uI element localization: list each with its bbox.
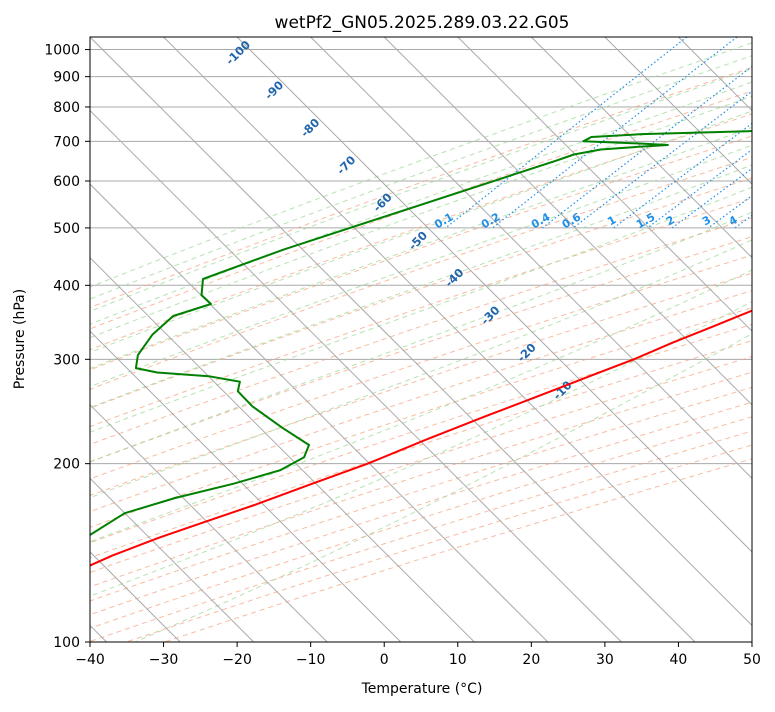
y-tick-label: 800 bbox=[53, 100, 80, 116]
y-tick-label: 500 bbox=[53, 221, 80, 237]
x-tick-label: −10 bbox=[296, 652, 326, 668]
y-tick-label: 600 bbox=[53, 174, 80, 190]
x-tick-label: 30 bbox=[596, 652, 614, 668]
x-tick-label: −30 bbox=[149, 652, 179, 668]
y-tick-label: 900 bbox=[53, 70, 80, 86]
x-tick-label: 0 bbox=[380, 652, 389, 668]
plot-area bbox=[90, 37, 752, 642]
x-axis-label: Temperature (°C) bbox=[361, 681, 483, 697]
x-tick-label: 50 bbox=[743, 652, 761, 668]
x-tick-label: 20 bbox=[522, 652, 540, 668]
y-tick-label: 1000 bbox=[44, 43, 80, 59]
x-tick-label: 40 bbox=[670, 652, 688, 668]
y-tick-label: 700 bbox=[53, 134, 80, 150]
x-tick-label: −20 bbox=[222, 652, 252, 668]
y-axis-label: Pressure (hPa) bbox=[12, 289, 28, 389]
y-tick-label: 100 bbox=[53, 635, 80, 651]
y-tick-label: 200 bbox=[53, 457, 80, 473]
y-tick-label: 300 bbox=[53, 352, 80, 368]
chart-title: wetPf2_GN05.2025.289.03.22.G05 bbox=[275, 13, 570, 33]
x-tick-label: −40 bbox=[75, 652, 105, 668]
isotherm-line bbox=[752, 37, 775, 642]
y-tick-label: 400 bbox=[53, 278, 80, 294]
mixing-ratio-label: 6 bbox=[765, 213, 775, 228]
x-tick-label: 10 bbox=[449, 652, 467, 668]
